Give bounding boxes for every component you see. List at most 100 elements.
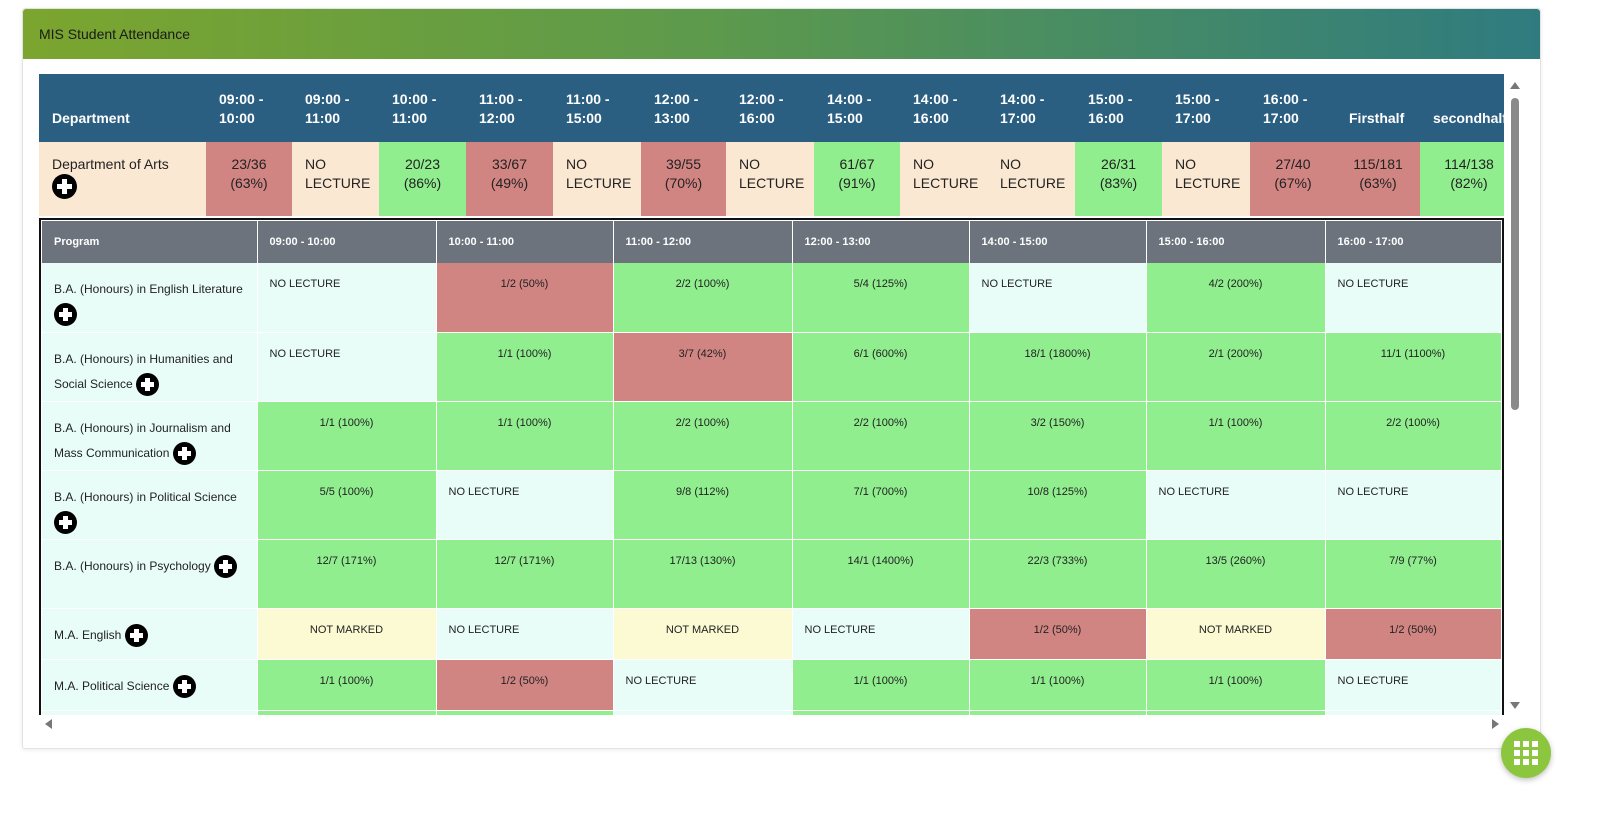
department-attendance-cell: 26/31 (83%) [1075, 142, 1162, 216]
header-line-2: 17:00 [1000, 110, 1036, 126]
expand-program-icon[interactable] [54, 510, 77, 534]
program-row: B.A. (Honours) in Political Science 5/5 … [42, 470, 1502, 540]
header-line-1: Department [52, 110, 130, 126]
program-header-row: Program 09:00 - 10:00 10:00 - 11:00 11:00 -… [42, 221, 1502, 263]
program-name-cell: B.A. (Honours) in Humanities and Social … [42, 332, 258, 402]
attendance-value: NO LECTURE [1158, 485, 1230, 498]
program-name-cell: M.A. English [42, 608, 258, 660]
cell-value-line-2: (63%) [1359, 175, 1397, 191]
program-attendance-cell: 12/7 (171%) [436, 539, 614, 609]
program-attendance-cell: 12/7 (171%) [257, 539, 437, 609]
expand-program-icon[interactable] [124, 623, 148, 647]
program-attendance-cell: 7/9 (77%) [1325, 539, 1502, 609]
time-column-header: 12:00 - 13:00 [641, 74, 726, 142]
header-line-1: Firsthalf [1349, 110, 1405, 126]
scroll-down-icon[interactable] [1510, 702, 1520, 709]
cell-value-line-1: 115/181 [1353, 156, 1403, 172]
program-attendance-cell: 1/1 (100%) [436, 332, 614, 402]
department-attendance-cell: NO LECTURE [987, 142, 1075, 216]
attendance-value: 1/1 (100%) [1030, 674, 1085, 687]
header-line-2: 17:00 [1175, 110, 1211, 126]
attendance-value: 2/1 (200%) [1208, 347, 1263, 360]
program-row: M.A. Political Science 1/1 (100%) 1/2 (50… [42, 659, 1502, 711]
program-name-cell: B.A. (Honours) in Psychology [42, 539, 258, 609]
table-viewport[interactable]: Department 09:00 -10:00 09:00 -11:00 10:00 … [39, 74, 1504, 715]
department-attendance-cell: 115/181 (63%) [1336, 142, 1420, 216]
program-attendance-cell: 2/2 (100%) [613, 263, 793, 333]
header-line-1: 10:00 - [392, 91, 437, 107]
attendance-value: 1/2 (50%) [500, 674, 549, 687]
program-attendance-cell: 1/1 (100%) [969, 659, 1147, 711]
expand-program-icon[interactable] [214, 554, 238, 578]
attendance-value: 3/2 (150%) [1030, 416, 1085, 429]
attendance-value: NO LECTURE [448, 485, 520, 498]
program-time-header: 16:00 - 17:00 [1325, 221, 1502, 263]
scrollbar-thumb[interactable] [1511, 98, 1519, 410]
program-attendance-cell [257, 710, 437, 715]
cell-value-line-1: NO [1000, 156, 1021, 172]
cell-value-line-1: 26/31 [1100, 156, 1137, 172]
scroll-right-icon[interactable] [1492, 719, 1499, 729]
horizontal-scrollbar[interactable] [39, 717, 1504, 731]
program-attendance-cell [1325, 710, 1502, 715]
cell-value-line-2: (91%) [838, 175, 876, 191]
scroll-left-icon[interactable] [45, 719, 52, 729]
program-attendance-cell [792, 710, 970, 715]
department-attendance-cell: 27/40 (67%) [1250, 142, 1336, 216]
department-attendance-cell: 20/23 (86%) [379, 142, 466, 216]
apps-menu-button[interactable] [1501, 728, 1551, 778]
attendance-value: 2/2 (100%) [853, 416, 908, 429]
attendance-value: 1/1 (100%) [1208, 674, 1263, 687]
time-column-header: 15:00 - 17:00 [1162, 74, 1250, 142]
program-attendance-cell: 7/1 (700%) [792, 470, 970, 540]
attendance-value: 2/2 (100%) [675, 278, 730, 290]
program-name: B.A. (Honours) in Political Science [54, 489, 237, 504]
program-attendance-cell: NOT MARKED [1146, 608, 1326, 660]
program-attendance-cell: 3/2 (150%) [969, 401, 1147, 471]
header-line-1: 09:00 - [219, 91, 264, 107]
cell-value-line-1: 61/67 [839, 156, 875, 172]
program-attendance-cell: 1/1 (100%) [792, 659, 970, 711]
expand-program-icon[interactable] [172, 441, 196, 465]
program-attendance-cell: 1/2 (50%) [969, 608, 1147, 660]
attendance-value: 7/1 (700%) [853, 485, 908, 498]
program-attendance-cell: 1/1 (100%) [257, 401, 437, 471]
attendance-value: NO LECTURE [1337, 674, 1409, 687]
program-attendance-cell: 2/2 (100%) [792, 401, 970, 471]
program-attendance-cell: 10/8 (125%) [969, 470, 1147, 540]
expand-program-icon[interactable] [136, 372, 160, 396]
program-attendance-cell [613, 710, 793, 715]
program-attendance-cell: NO LECTURE [436, 470, 614, 540]
program-row: B.A. (Honours) in English Literature NO … [42, 263, 1502, 333]
department-name-cell: Department of Arts [39, 142, 206, 216]
header-line-2: 11:00 [305, 110, 341, 126]
cell-value-line-2: LECTURE [566, 175, 632, 191]
time-column-header: 12:00 - 16:00 [726, 74, 814, 142]
program-attendance-cell: 3/7 (42%) [613, 332, 793, 402]
program-attendance-cell: NOT MARKED [613, 608, 793, 660]
program-attendance-cell: NO LECTURE [613, 659, 793, 711]
program-row: B.A. (Honours) in Humanities and Social … [42, 332, 1502, 402]
attendance-value: 14/1 (1400%) [847, 554, 914, 567]
program-attendance-cell: 1/1 (100%) [436, 401, 614, 471]
expand-department-icon[interactable] [52, 174, 77, 199]
scroll-up-icon[interactable] [1510, 82, 1520, 89]
program-attendance-cell: 5/5 (100%) [257, 470, 437, 540]
vertical-scrollbar[interactable] [1508, 80, 1522, 715]
header-line-2: 13:00 [654, 110, 690, 126]
program-row: B.A. (Honours) in Psychology 12/7 (171%)… [42, 539, 1502, 609]
attendance-value: 1/1 (100%) [497, 416, 552, 429]
attendance-value: 1/1 (100%) [319, 674, 374, 687]
program-body: B.A. (Honours) in English Literature NO … [42, 263, 1502, 715]
header-line-1: 09:00 - [305, 91, 350, 107]
department-attendance-cell: NO LECTURE [553, 142, 641, 216]
program-attendance-cell: 14/1 (1400%) [792, 539, 970, 609]
apps-grid-icon [1514, 741, 1538, 765]
expand-program-icon[interactable] [54, 303, 77, 327]
program-attendance-cell: 1/2 (50%) [1325, 608, 1502, 660]
card-header: MIS Student Attendance [23, 9, 1540, 59]
department-attendance-cell: NO LECTURE [900, 142, 987, 216]
time-column-header: 14:00 - 17:00 [987, 74, 1075, 142]
expand-program-icon[interactable] [172, 674, 196, 698]
program-time-header: 10:00 - 11:00 [436, 221, 614, 263]
